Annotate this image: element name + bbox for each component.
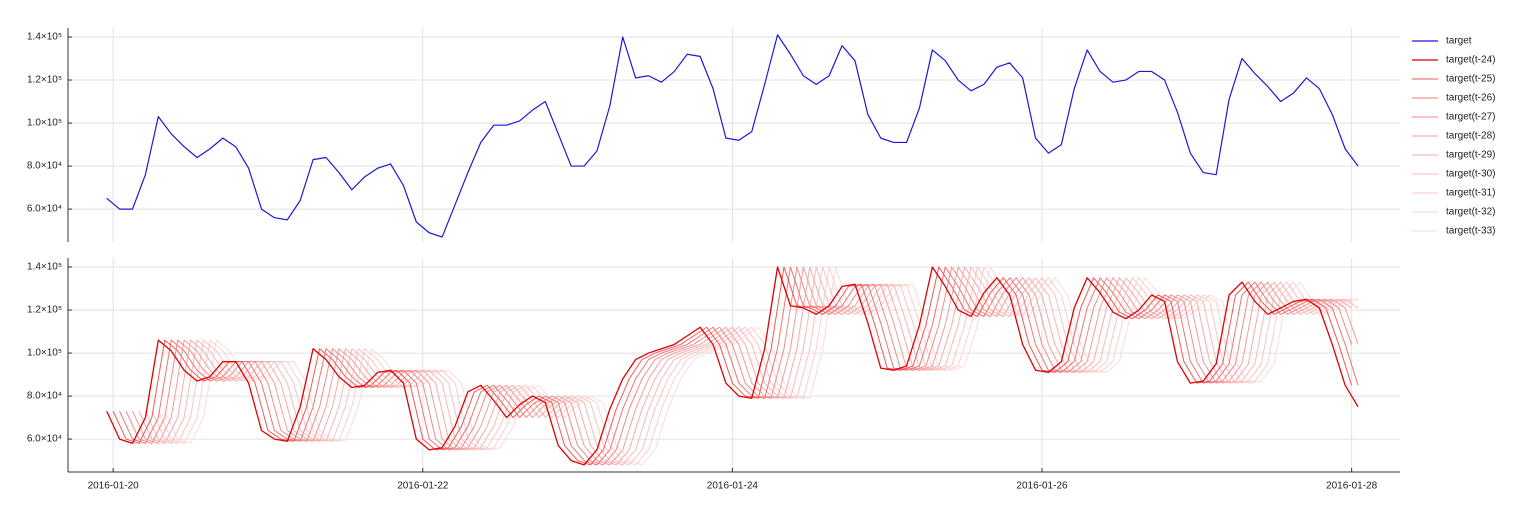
series-line [151, 266, 1352, 466]
legend-label: target(t-33) [1446, 226, 1495, 237]
y-tick-label: 1.0×10⁵ [27, 118, 62, 129]
y-tick-label: 1.2×10⁵ [27, 75, 62, 86]
legend-label: target(t-25) [1446, 74, 1495, 85]
series-line [164, 266, 1352, 466]
series-line [138, 266, 1352, 466]
series-line [112, 266, 1353, 466]
y-tick-label: 8.0×10⁴ [27, 161, 62, 172]
y-tick-label: 1.4×10⁵ [27, 32, 62, 43]
legend-label: target(t-29) [1446, 150, 1495, 161]
y-tick-label: 6.0×10⁴ [27, 434, 62, 445]
series-line [144, 266, 1359, 466]
x-tick-label: 2016-01-28 [1326, 481, 1378, 492]
x-tick-label: 2016-01-26 [1016, 481, 1068, 492]
y-tick-label: 1.4×10⁵ [27, 262, 62, 273]
legend-label: target(t-27) [1446, 112, 1495, 123]
x-tick-label: 2016-01-20 [88, 481, 140, 492]
series-line [106, 266, 1359, 466]
series-line [132, 266, 1359, 466]
legend-label: target(t-28) [1446, 131, 1495, 142]
y-tick-label: 1.0×10⁵ [27, 348, 62, 359]
series-line [125, 266, 1353, 466]
y-tick-label: 6.0×10⁴ [27, 204, 62, 215]
legend-label: target(t-31) [1446, 188, 1495, 199]
series-line [119, 266, 1359, 466]
legend-label: target [1446, 36, 1472, 47]
y-tick-label: 1.2×10⁵ [27, 305, 62, 316]
x-tick-label: 2016-01-24 [707, 481, 759, 492]
legend-label: target(t-24) [1446, 55, 1495, 66]
legend-label: target(t-26) [1446, 93, 1495, 104]
y-tick-label: 8.0×10⁴ [27, 391, 62, 402]
legend-label: target(t-32) [1446, 207, 1495, 218]
series-line [106, 34, 1359, 238]
x-tick-label: 2016-01-22 [397, 481, 449, 492]
legend-label: target(t-30) [1446, 169, 1495, 180]
series-line [157, 266, 1359, 466]
